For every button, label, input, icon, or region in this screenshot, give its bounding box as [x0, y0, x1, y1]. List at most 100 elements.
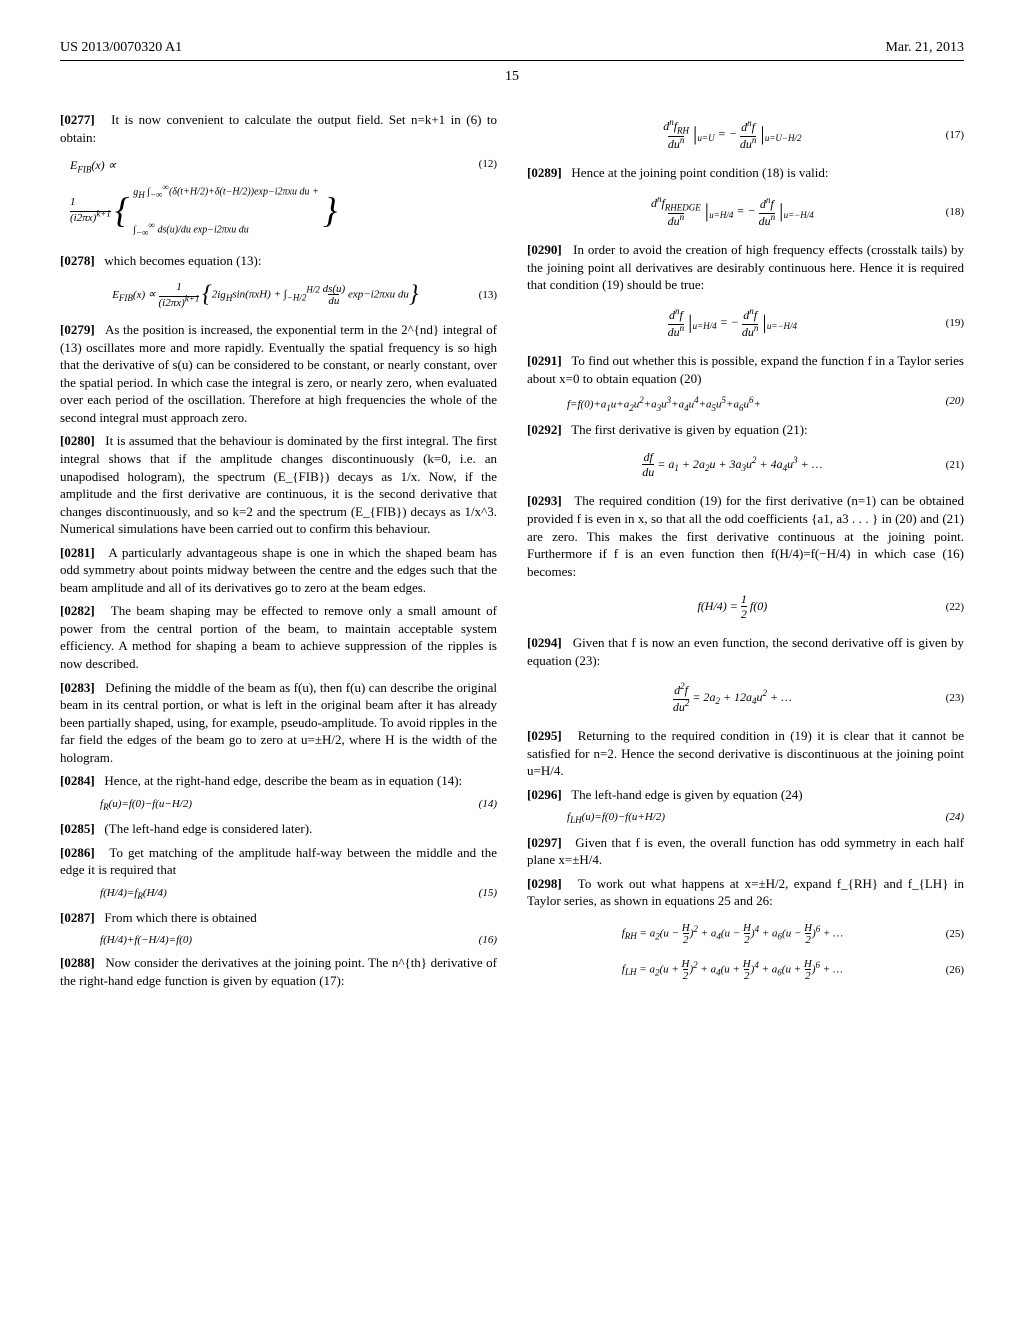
- para-text: To find out whether this is possible, ex…: [527, 353, 964, 386]
- para-0295: [0295] Returning to the required conditi…: [527, 727, 964, 780]
- equation-body: f=f(0)+a1u+a2u2+a3u3+a4u4+a5u5+a6u6+: [567, 395, 946, 413]
- para-0286: [0286] To get matching of the amplitude …: [60, 844, 497, 879]
- equation-number: (18): [938, 206, 964, 218]
- equation-number: (19): [938, 317, 964, 329]
- para-num: [0296]: [527, 787, 562, 802]
- equation-number: (17): [938, 129, 964, 141]
- para-text: Given that f is even, the overall functi…: [527, 835, 964, 868]
- equation-number: (15): [479, 887, 497, 901]
- para-text: A particularly advantageous shape is one…: [60, 545, 497, 595]
- equation-number: (25): [938, 928, 964, 940]
- para-text: Returning to the required condition in (…: [527, 728, 964, 778]
- equation-13: EFIB(x) ∝ 1(i2πx)k+1 {2igHsin(πxH) + ∫−H…: [60, 281, 497, 309]
- para-text: The required condition (19) for the firs…: [527, 493, 964, 578]
- equation-number: (20): [946, 395, 964, 413]
- para-0285: [0285] (The left-hand edge is considered…: [60, 820, 497, 838]
- para-0297: [0297] Given that f is even, the overall…: [527, 834, 964, 869]
- para-num: [0292]: [527, 422, 562, 437]
- para-text: Defining the middle of the beam as f(u),…: [60, 680, 497, 765]
- para-0278: [0278] which becomes equation (13):: [60, 252, 497, 270]
- equation-22: f(H/4) = 12 f(0) (22): [527, 592, 964, 622]
- equation-number: (26): [938, 964, 964, 976]
- para-0291: [0291] To find out whether this is possi…: [527, 352, 964, 387]
- para-text: Hence at the joining point condition (18…: [571, 165, 828, 180]
- page-header: US 2013/0070320 A1 Mar. 21, 2013: [60, 40, 964, 61]
- equation-number: (23): [938, 692, 964, 704]
- para-text: To get matching of the amplitude half-wa…: [60, 845, 497, 878]
- para-num: [0285]: [60, 821, 95, 836]
- para-num: [0297]: [527, 835, 562, 850]
- publication-date: Mar. 21, 2013: [885, 40, 964, 56]
- equation-number: (16): [479, 934, 497, 946]
- equation-body: f(H/4)+f(−H/4)=f(0): [100, 934, 479, 946]
- para-0282: [0282] The beam shaping may be effected …: [60, 602, 497, 672]
- equation-20: f=f(0)+a1u+a2u2+a3u3+a4u4+a5u5+a6u6+ (20…: [567, 395, 964, 413]
- equation-body: f(H/4) = 12 f(0): [527, 592, 938, 622]
- equation-16: f(H/4)+f(−H/4)=f(0) (16): [100, 934, 497, 946]
- left-column: [0277] It is now convenient to calculate…: [60, 105, 497, 995]
- para-num: [0287]: [60, 910, 95, 925]
- equation-number: (24): [946, 811, 964, 825]
- para-num: [0286]: [60, 845, 95, 860]
- para-0284: [0284] Hence, at the right-hand edge, de…: [60, 772, 497, 790]
- para-0288: [0288] Now consider the derivatives at t…: [60, 954, 497, 989]
- para-0287: [0287] From which there is obtained: [60, 909, 497, 927]
- equation-body: f(H/4)=fR(H/4): [100, 887, 479, 901]
- para-num: [0295]: [527, 728, 562, 743]
- equation-body: fRH = a2(u − H2)2 + a4(u − H2)4 + a6(u −…: [527, 922, 938, 946]
- para-0277: [0277] It is now convenient to calculate…: [60, 111, 497, 146]
- para-num: [0278]: [60, 253, 95, 268]
- equation-26: fLH = a2(u + H2)2 + a4(u + H2)4 + a6(u +…: [527, 958, 964, 982]
- equation-number: (14): [479, 798, 497, 812]
- para-text: Given that f is now an even function, th…: [527, 635, 964, 668]
- equation-12: EFIB(x) ∝ 1(i2πx)k+1 { gH ∫−∞∞(δ(t+H/2)+…: [60, 158, 497, 240]
- para-num: [0283]: [60, 680, 95, 695]
- para-num: [0291]: [527, 353, 562, 368]
- para-text: The first derivative is given by equatio…: [571, 422, 807, 437]
- publication-number: US 2013/0070320 A1: [60, 40, 182, 56]
- equation-body: EFIB(x) ∝ 1(i2πx)k+1 {2igHsin(πxH) + ∫−H…: [60, 281, 471, 309]
- equation-number: (22): [938, 601, 964, 613]
- para-num: [0288]: [60, 955, 95, 970]
- para-num: [0289]: [527, 165, 562, 180]
- para-text: From which there is obtained: [104, 910, 256, 925]
- para-0289: [0289] Hence at the joining point condit…: [527, 164, 964, 182]
- equation-body: dnfRHdun |u=U = − dnfdun |u=U−H/2: [527, 117, 938, 152]
- para-0279: [0279] As the position is increased, the…: [60, 321, 497, 426]
- para-num: [0282]: [60, 603, 95, 618]
- para-num: [0298]: [527, 876, 562, 891]
- para-0293: [0293] The required condition (19) for t…: [527, 492, 964, 580]
- equation-24: fLH(u)=f(0)−f(u+H/2) (24): [567, 811, 964, 825]
- equation-number: (13): [471, 289, 497, 301]
- equation-18: dnfRHEDGEdun |u=H/4 = − dnfdun |u=−H/4 (…: [527, 194, 964, 229]
- para-num: [0279]: [60, 322, 95, 337]
- equation-21: dfdu = a1 + 2a2u + 3a3u2 + 4a4u3 + … (21…: [527, 450, 964, 480]
- equation-14: fR(u)=f(0)−f(u−H/2) (14): [100, 798, 497, 812]
- para-0290: [0290] In order to avoid the creation of…: [527, 241, 964, 294]
- para-num: [0294]: [527, 635, 562, 650]
- equation-body: fLH = a2(u + H2)2 + a4(u + H2)4 + a6(u +…: [527, 958, 938, 982]
- para-text: The beam shaping may be effected to remo…: [60, 603, 497, 671]
- para-text: The left-hand edge is given by equation …: [571, 787, 802, 802]
- para-num: [0293]: [527, 493, 562, 508]
- para-0296: [0296] The left-hand edge is given by eq…: [527, 786, 964, 804]
- para-text: To work out what happens at x=±H/2, expa…: [527, 876, 964, 909]
- para-0294: [0294] Given that f is now an even funct…: [527, 634, 964, 669]
- para-num: [0281]: [60, 545, 95, 560]
- equation-17: dnfRHdun |u=U = − dnfdun |u=U−H/2 (17): [527, 117, 964, 152]
- equation-body: d2fdu2 = 2a2 + 12a4u2 + …: [527, 681, 938, 715]
- equation-body: EFIB(x) ∝ 1(i2πx)k+1 { gH ∫−∞∞(δ(t+H/2)+…: [60, 158, 471, 240]
- para-text: As the position is increased, the expone…: [60, 322, 497, 425]
- right-column: dnfRHdun |u=U = − dnfdun |u=U−H/2 (17) […: [527, 105, 964, 995]
- para-num: [0280]: [60, 433, 95, 448]
- equation-25: fRH = a2(u − H2)2 + a4(u − H2)4 + a6(u −…: [527, 922, 964, 946]
- equation-body: fR(u)=f(0)−f(u−H/2): [100, 798, 479, 812]
- equation-number: (21): [938, 459, 964, 471]
- equation-body: dnfdun |u=H/4 = − dnfdun |u=−H/4: [527, 306, 938, 340]
- equation-19: dnfdun |u=H/4 = − dnfdun |u=−H/4 (19): [527, 306, 964, 340]
- para-0283: [0283] Defining the middle of the beam a…: [60, 679, 497, 767]
- equation-body: dnfRHEDGEdun |u=H/4 = − dnfdun |u=−H/4: [527, 194, 938, 229]
- para-text: It is assumed that the behaviour is domi…: [60, 433, 497, 536]
- para-text: Hence, at the right-hand edge, describe …: [104, 773, 462, 788]
- para-0281: [0281] A particularly advantageous shape…: [60, 544, 497, 597]
